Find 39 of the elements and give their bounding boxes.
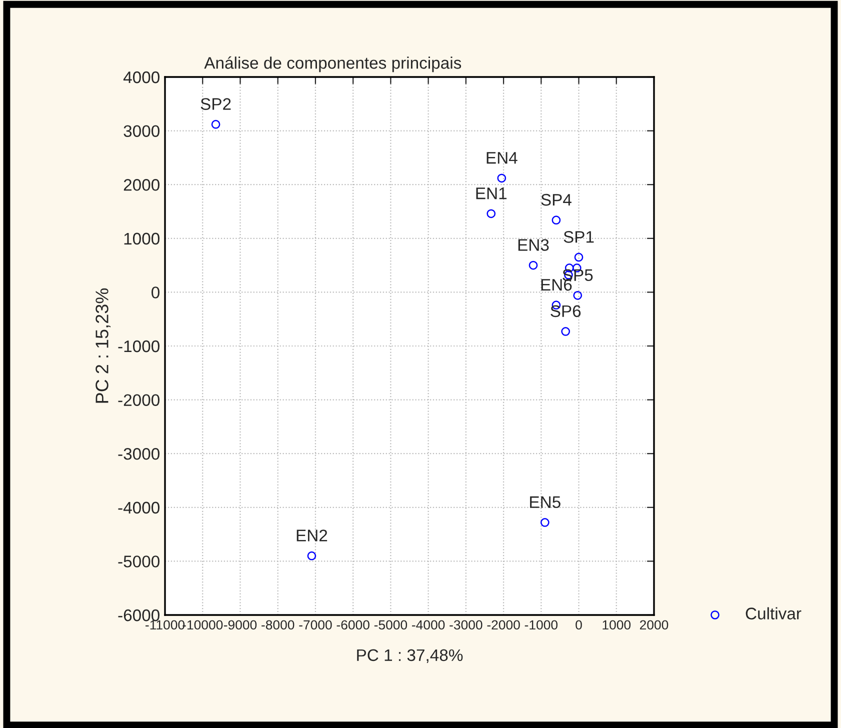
- y-tick-label: 4000: [123, 71, 160, 84]
- x-tick-label: -10000: [182, 620, 223, 630]
- x-tick-label: 2000: [640, 620, 668, 630]
- x-tick-label: -11000: [146, 620, 185, 630]
- x-tick-label: -9000: [224, 620, 257, 630]
- x-tick-label: -7000: [299, 620, 332, 630]
- text: SP1: [564, 231, 594, 243]
- x-tick-label: -2000: [487, 620, 520, 630]
- y-tick-label: -1000: [118, 340, 160, 352]
- y-tick-label: -6000: [118, 609, 160, 622]
- y-tick-label: 2000: [124, 179, 160, 191]
- y-tick-label: 1000: [124, 232, 160, 245]
- x-tick-label: -3000: [450, 620, 482, 630]
- text: SP2: [200, 98, 231, 110]
- y-tick-label: 0: [152, 286, 160, 298]
- x-tick-label: -6000: [336, 620, 370, 630]
- y-tick-label: 3000: [124, 125, 160, 138]
- y-tick-label: -2000: [118, 394, 160, 406]
- text: EN2: [296, 530, 328, 542]
- x-tick-label: -5000: [374, 620, 408, 630]
- text: SP6: [550, 305, 581, 318]
- x-tick-label: 0: [576, 620, 582, 630]
- text: EN3: [518, 239, 549, 251]
- legend-label: Cultivar: [746, 607, 802, 620]
- text: EN5: [530, 496, 560, 508]
- chart-title: Análise de componentes principais: [204, 56, 462, 72]
- y-tick-label: -3000: [118, 448, 160, 460]
- y-tick-label: -4000: [118, 502, 160, 514]
- text: EN6: [541, 278, 572, 291]
- y-axis-title: PC 2 : 15,23%: [96, 288, 111, 403]
- x-tick-label: -1000: [524, 620, 558, 630]
- y-tick-label: -5000: [118, 556, 160, 568]
- x-tick-label: -8000: [262, 620, 294, 630]
- text: EN4: [486, 152, 518, 164]
- text: SP4: [541, 194, 572, 206]
- x-axis-title: PC 1 : 37,48%: [357, 649, 463, 664]
- text: EN1: [476, 188, 507, 200]
- x-tick-label: 1000: [602, 620, 631, 630]
- x-tick-label: -4000: [412, 620, 445, 630]
